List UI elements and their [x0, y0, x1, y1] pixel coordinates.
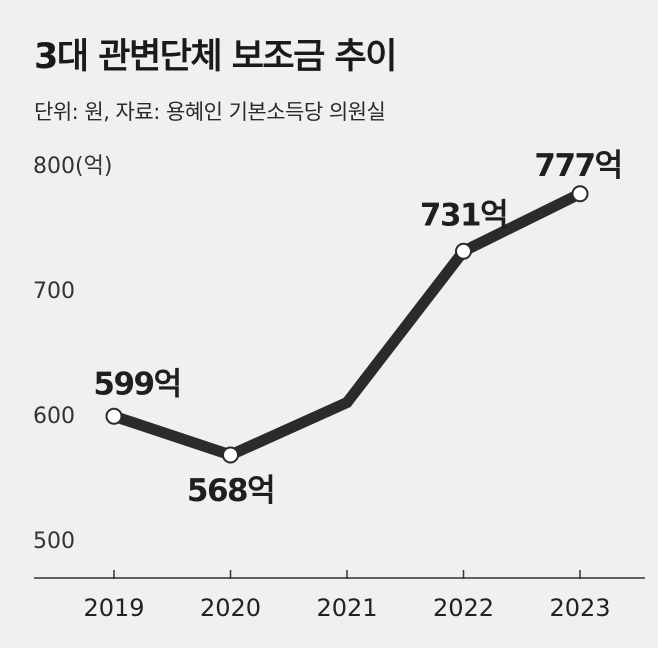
chart-title: 3대 관변단체 보조금 추이 — [34, 37, 397, 77]
data-label: 599억 — [93, 366, 180, 402]
x-tick-label: 2021 — [316, 594, 377, 622]
data-label: 777억 — [534, 148, 621, 184]
data-point-marker — [105, 407, 123, 425]
y-tick-label: 600 — [33, 404, 75, 429]
chart-subtitle: 단위: 원, 자료: 용혜인 기본소득당 의원실 — [34, 100, 386, 124]
data-label: 731억 — [420, 197, 507, 233]
data-point-marker — [571, 185, 589, 203]
data-label: 568억 — [187, 473, 274, 509]
y-tick-label: 500 — [33, 529, 75, 554]
x-tick-label: 2020 — [200, 594, 261, 622]
data-point-marker — [455, 242, 472, 260]
x-tick-label: 2023 — [549, 594, 610, 622]
x-tick-label: 2019 — [83, 594, 144, 622]
x-tick-label: 2022 — [433, 594, 494, 622]
y-tick-label: 700 — [33, 279, 75, 304]
data-point-marker — [222, 446, 239, 464]
y-tick-label: 800(억) — [33, 154, 112, 179]
series-line — [112, 188, 583, 461]
